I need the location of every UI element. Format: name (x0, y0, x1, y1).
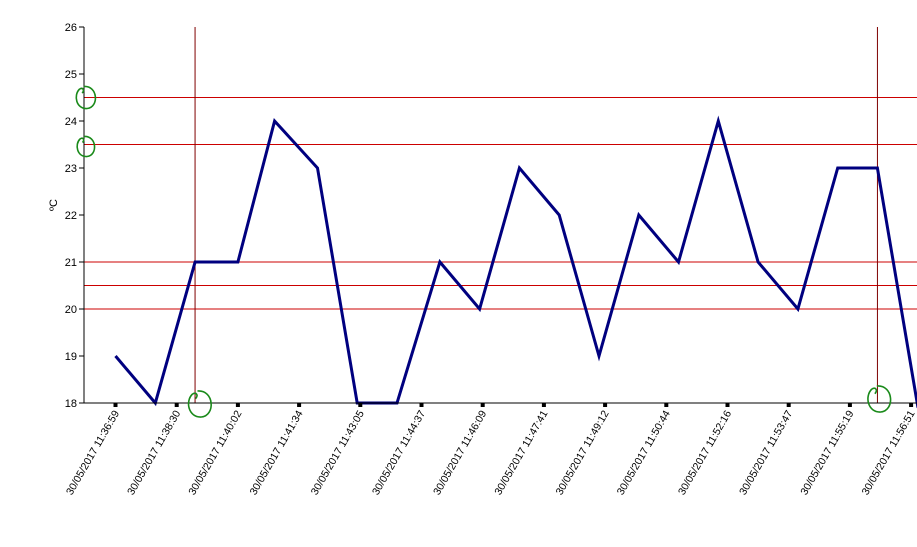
x-tick-label: 30/05/2017 11:36:59 (64, 408, 122, 497)
x-tick (909, 403, 914, 407)
annotation-circle-upper-limit (75, 85, 97, 110)
reference-lines (84, 27, 917, 403)
x-tick (725, 403, 730, 407)
x-tick (480, 403, 485, 407)
x-tick-label: 30/05/2017 11:47:41 (492, 408, 550, 497)
x-tick (297, 403, 302, 407)
x-tick (113, 403, 118, 407)
y-tick-label: 25 (65, 69, 77, 81)
x-tick-label: 30/05/2017 11:46:09 (431, 408, 489, 497)
x-tick-label: 30/05/2017 11:55:19 (798, 408, 856, 497)
x-tick-label: 30/05/2017 11:43:05 (309, 408, 367, 497)
annotation-circle-start-marker (187, 390, 212, 418)
x-tick-label: 30/05/2017 11:50:44 (615, 408, 673, 497)
x-tick-label: 30/05/2017 11:41:34 (248, 408, 306, 497)
x-tick-label: 30/05/2017 11:38:30 (125, 408, 183, 497)
x-tick-label: 30/05/2017 11:56:51 (860, 408, 917, 497)
annotations (75, 85, 892, 418)
annotation-circle-end-marker (867, 385, 892, 413)
x-tick-label: 30/05/2017 11:53:47 (737, 408, 795, 497)
y-tick-label: 22 (65, 210, 77, 222)
x-tick (419, 403, 424, 407)
x-tick-label: 30/05/2017 11:44:37 (370, 408, 428, 497)
x-tick (603, 403, 608, 407)
x-tick (358, 403, 363, 407)
y-tick-label: 19 (65, 351, 77, 363)
x-tick-label: 30/05/2017 11:40:02 (186, 408, 244, 497)
series-layer (114, 115, 917, 409)
temperature-series-line (114, 115, 917, 409)
x-tick (541, 403, 546, 407)
y-tick-label: 20 (65, 304, 77, 316)
annotation-circle-upper-threshold (76, 135, 96, 158)
x-tick (235, 403, 240, 407)
y-tick-label: 21 (65, 257, 77, 269)
y-axis-label: ºC (48, 199, 60, 211)
x-tick-label: 30/05/2017 11:52:16 (676, 408, 734, 497)
y-tick-label: 23 (65, 163, 77, 175)
x-tick (174, 403, 179, 407)
y-tick-label: 24 (65, 116, 77, 128)
x-tick (847, 403, 852, 407)
y-tick-label: 26 (65, 22, 77, 34)
x-tick (664, 403, 669, 407)
y-tick-label: 18 (65, 398, 77, 410)
x-tick-label: 30/05/2017 11:49:12 (554, 408, 612, 497)
x-tick (786, 403, 791, 407)
